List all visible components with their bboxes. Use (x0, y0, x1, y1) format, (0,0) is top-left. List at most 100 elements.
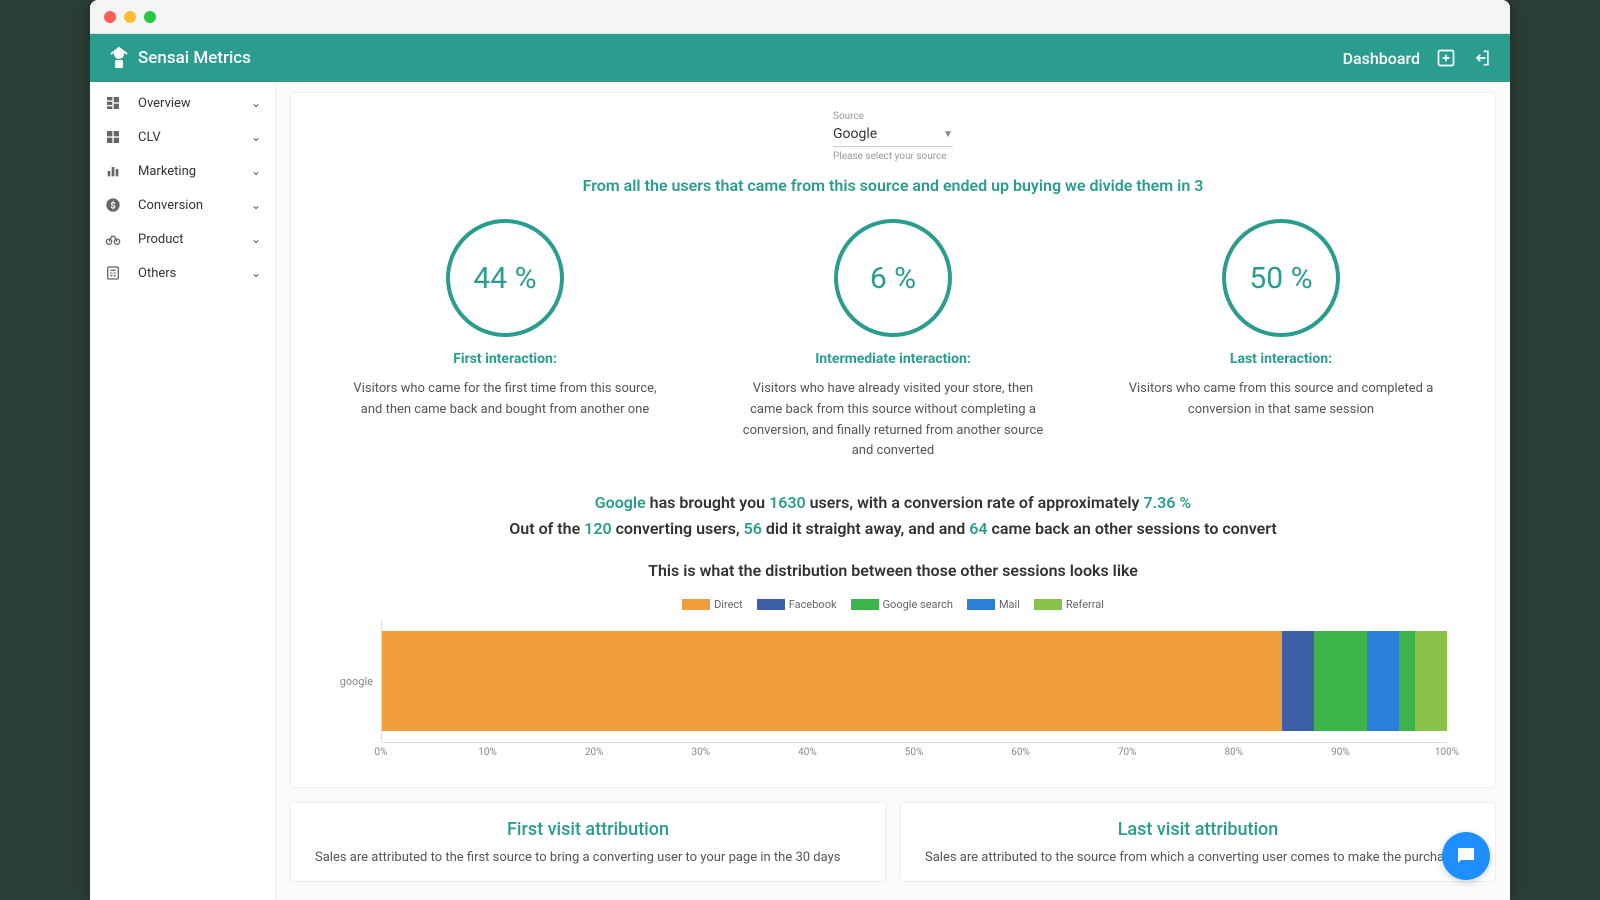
stacked-bar-chart: google 0%10%20%30%40%50%60%70%80%90%100% (339, 619, 1447, 763)
sidebar-item-conversion[interactable]: $ Conversion⌄ (90, 188, 275, 222)
attr-card-title: Last visit attribution (925, 819, 1471, 840)
chevron-down-icon: ⌄ (251, 164, 261, 178)
legend-swatch (967, 599, 995, 610)
interaction-desc: Visitors who came for the first time fro… (350, 379, 660, 421)
sidebar-item-product[interactable]: Product⌄ (90, 222, 275, 256)
legend-item[interactable]: Google search (851, 598, 953, 611)
interaction-stat: 6 % Intermediate interaction: Visitors who… (709, 219, 1077, 462)
dashboard-link[interactable]: Dashboard (1343, 49, 1420, 68)
legend-swatch (851, 599, 879, 610)
chat-button[interactable] (1442, 832, 1490, 880)
interaction-stat: 44 % First interaction: Visitors who came … (321, 219, 689, 462)
close-dot[interactable] (104, 11, 116, 23)
interaction-stat: 50 % Last interaction: Visitors who came f… (1097, 219, 1465, 462)
distribution-title: This is what the distribution between th… (321, 561, 1465, 580)
attr-card-text: Sales are attributed to the source from … (925, 850, 1471, 865)
maximize-dot[interactable] (144, 11, 156, 23)
brand-logo[interactable]: Sensai Metrics (108, 46, 251, 70)
bar-segment[interactable] (1367, 631, 1399, 731)
percentage-circle: 44 % (446, 219, 564, 337)
x-tick: 80% (1225, 747, 1244, 758)
sidebar-item-label: Product (138, 232, 251, 247)
chart-ylabel: google (339, 675, 381, 688)
legend-swatch (1034, 599, 1062, 610)
source-label: Source (833, 111, 953, 122)
minimize-dot[interactable] (124, 11, 136, 23)
divide-heading: From all the users that came from this s… (321, 176, 1465, 195)
sidebar-item-others[interactable]: Others⌄ (90, 256, 275, 290)
x-tick: 40% (798, 747, 817, 758)
chevron-down-icon: ⌄ (251, 232, 261, 246)
attr-card-text: Sales are attributed to the first source… (315, 850, 861, 865)
legend-swatch (682, 599, 710, 610)
interaction-title: First interaction: (453, 351, 557, 367)
brand-name: Sensai Metrics (138, 48, 251, 68)
interaction-title: Last interaction: (1230, 351, 1332, 367)
source-help: Please select your source (833, 151, 953, 162)
sidebar-item-label: CLV (138, 130, 251, 145)
sidebar-item-clv[interactable]: CLV⌄ (90, 120, 275, 154)
legend-item[interactable]: Mail (967, 598, 1020, 611)
interaction-title: Intermediate interaction: (815, 351, 971, 367)
x-tick: 70% (1118, 747, 1137, 758)
percentage-circle: 50 % (1222, 219, 1340, 337)
main-content: Source Google ▼ Please select your sourc… (276, 82, 1510, 900)
x-tick: 20% (585, 747, 604, 758)
attribution-card: Source Google ▼ Please select your sourc… (290, 92, 1496, 788)
x-tick: 30% (692, 747, 711, 758)
legend-swatch (757, 599, 785, 610)
dropdown-arrow-icon: ▼ (943, 129, 953, 140)
percentage-circle: 6 % (834, 219, 952, 337)
bike-icon (104, 230, 122, 248)
legend-item[interactable]: Direct (682, 598, 743, 611)
chat-icon (1454, 844, 1478, 868)
x-tick: 90% (1331, 747, 1350, 758)
bar-segment[interactable] (382, 631, 1282, 731)
chevron-down-icon: ⌄ (251, 198, 261, 212)
bar-segment[interactable] (1415, 631, 1447, 731)
sidebar-item-marketing[interactable]: Marketing⌄ (90, 154, 275, 188)
dashboard-icon (104, 94, 122, 112)
source-select[interactable]: Source Google ▼ Please select your sourc… (833, 111, 953, 162)
bar-segment[interactable] (1314, 631, 1367, 731)
chevron-down-icon: ⌄ (251, 130, 261, 144)
x-tick: 0% (375, 747, 388, 758)
logout-button[interactable] (1472, 48, 1492, 68)
x-tick: 10% (478, 747, 497, 758)
sidebar-item-label: Marketing (138, 164, 251, 179)
sidebar-item-label: Others (138, 266, 251, 281)
interaction-desc: Visitors who came from this source and c… (1126, 379, 1436, 421)
chart-icon (104, 162, 122, 180)
stats-summary: Google has brought you 1630 users, with … (321, 490, 1465, 541)
bar-segment[interactable] (1282, 631, 1314, 731)
chevron-down-icon: ⌄ (251, 96, 261, 110)
stacked-bar (382, 631, 1447, 731)
x-tick: 50% (905, 747, 924, 758)
legend-item[interactable]: Referral (1034, 598, 1104, 611)
attr-card-title: First visit attribution (315, 819, 861, 840)
source-value: Google (833, 126, 877, 142)
dollar-icon: $ (104, 196, 122, 214)
chart-legend: Direct Facebook Google search Mail Referral (321, 598, 1465, 611)
legend-item[interactable]: Facebook (757, 598, 837, 611)
calc-icon (104, 264, 122, 282)
svg-text:$: $ (110, 200, 115, 211)
attribution-explain-row: First visit attribution Sales are attribu… (290, 802, 1496, 882)
bar-segment[interactable] (1399, 631, 1415, 731)
x-tick: 100% (1435, 747, 1459, 758)
sidebar-item-label: Overview (138, 96, 251, 111)
sidebar-item-label: Conversion (138, 198, 251, 213)
attribution-card: Last visit attribution Sales are attribut… (900, 802, 1496, 882)
sensai-icon (108, 46, 130, 70)
x-tick: 60% (1011, 747, 1030, 758)
add-widget-button[interactable] (1436, 48, 1456, 68)
interaction-desc: Visitors who have already visited your s… (738, 379, 1048, 462)
chart-xaxis: 0%10%20%30%40%50%60%70%80%90%100% (381, 743, 1447, 763)
app-header: Sensai Metrics Dashboard (90, 34, 1510, 82)
sidebar: Overview⌄CLV⌄Marketing⌄$Conversion⌄Produ… (90, 82, 276, 900)
attribution-card: First visit attribution Sales are attribu… (290, 802, 886, 882)
grid-icon (104, 128, 122, 146)
sidebar-item-overview[interactable]: Overview⌄ (90, 86, 275, 120)
interaction-circles: 44 % First interaction: Visitors who came … (321, 219, 1465, 462)
window-titlebar (90, 0, 1510, 34)
